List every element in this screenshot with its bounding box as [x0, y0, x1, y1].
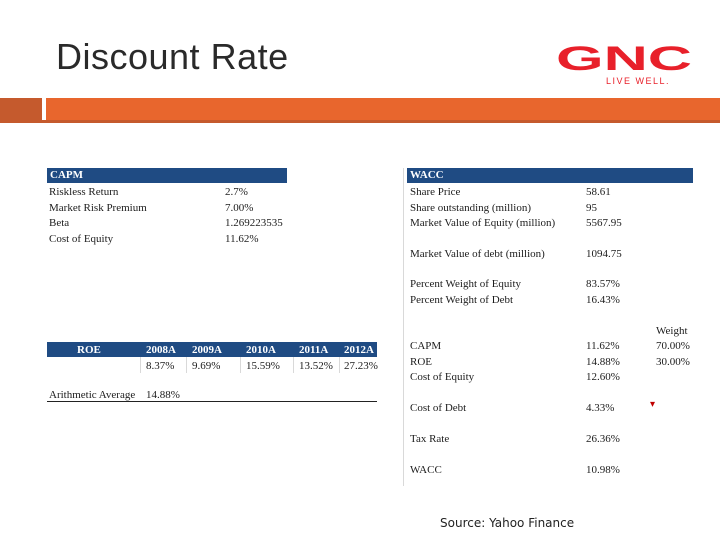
wacc-header: WACC	[407, 168, 693, 183]
accent-bar-left	[0, 98, 42, 120]
roe-header-label: ROE	[77, 344, 101, 356]
wacc-value-wacc: 10.98%	[586, 464, 620, 476]
capm-label-beta: Beta	[49, 217, 70, 229]
wacc-table-border	[403, 168, 404, 486]
wacc-label-coe: Cost of Equity	[410, 371, 475, 383]
wacc-label-shares: Share outstanding (million)	[410, 202, 531, 214]
roe-divider	[186, 357, 187, 373]
logo-tagline: LIVE WELL.	[606, 76, 670, 86]
roe-year-2011: 2011A	[299, 344, 329, 356]
roe-divider	[339, 357, 340, 373]
wacc-value-share-price: 58.61	[586, 186, 611, 198]
wacc-label-wacc: WACC	[410, 464, 442, 476]
wacc-label-tax: Tax Rate	[410, 433, 450, 445]
wacc-value-roe: 14.88%	[586, 356, 620, 368]
wacc-label-cod: Cost of Debt	[410, 402, 467, 414]
wacc-label-capm: CAPM	[410, 340, 442, 352]
capm-value-riskless: 2.7%	[225, 186, 248, 198]
roe-average-label: Arithmetic Average	[49, 389, 136, 401]
roe-value-2009: 9.69%	[192, 360, 221, 372]
wacc-value-mv-equity: 5567.95	[586, 217, 622, 229]
wacc-label-weight-debt: Percent Weight of Debt	[410, 294, 514, 306]
wacc-value-weight-debt: 16.43%	[586, 294, 620, 306]
roe-value-2011: 13.52%	[299, 360, 333, 372]
roe-divider	[240, 357, 241, 373]
wacc-value-tax: 26.36%	[586, 433, 620, 445]
wacc-weight-capm: 70.00%	[656, 340, 690, 352]
capm-label-mrp: Market Risk Premium	[49, 202, 147, 214]
roe-value-2008: 8.37%	[146, 360, 175, 372]
logo-brand: GNC	[556, 42, 692, 78]
wacc-value-cod: 4.33%	[586, 402, 615, 414]
roe-average-value: 14.88%	[146, 389, 180, 401]
capm-label-coe: Cost of Equity	[49, 233, 114, 245]
capm-header: CAPM	[47, 168, 287, 183]
wacc-value-weight-equity: 83.57%	[586, 278, 620, 290]
comment-marker: ▾	[650, 399, 656, 410]
wacc-weight-header: Weight	[656, 325, 688, 337]
capm-value-coe: 11.62%	[225, 233, 259, 245]
capm-value-mrp: 7.00%	[225, 202, 254, 214]
roe-header	[47, 342, 377, 357]
roe-year-2008: 2008A	[146, 344, 176, 356]
source-note: Source: Yahoo Finance	[440, 516, 575, 530]
roe-year-2012: 2012A	[344, 344, 374, 356]
roe-divider	[293, 357, 294, 373]
wacc-label-share-price: Share Price	[410, 186, 461, 198]
wacc-label-mv-equity: Market Value of Equity (million)	[410, 217, 556, 229]
wacc-label-roe: ROE	[410, 356, 432, 368]
roe-value-2010: 15.59%	[246, 360, 280, 372]
wacc-label-mv-debt: Market Value of debt (million)	[410, 248, 545, 260]
accent-underline	[0, 120, 720, 123]
capm-value-beta: 1.269223535	[225, 217, 283, 229]
roe-year-2010: 2010A	[246, 344, 276, 356]
wacc-value-capm: 11.62%	[586, 340, 620, 352]
wacc-weight-roe: 30.00%	[656, 356, 690, 368]
roe-year-2009: 2009A	[192, 344, 222, 356]
wacc-value-mv-debt: 1094.75	[586, 248, 622, 260]
roe-divider	[140, 357, 141, 373]
roe-value-2012: 27.23%	[344, 360, 378, 372]
wacc-value-shares: 95	[586, 202, 597, 214]
accent-bar	[46, 98, 720, 120]
wacc-value-coe: 12.60%	[586, 371, 620, 383]
slide-title: Discount Rate	[56, 36, 289, 77]
roe-bottom-rule	[47, 401, 377, 402]
wacc-label-weight-equity: Percent Weight of Equity	[410, 278, 522, 290]
capm-label-riskless: Riskless Return	[49, 186, 119, 198]
gnc-logo: GNC LIVE WELL.	[556, 42, 692, 86]
